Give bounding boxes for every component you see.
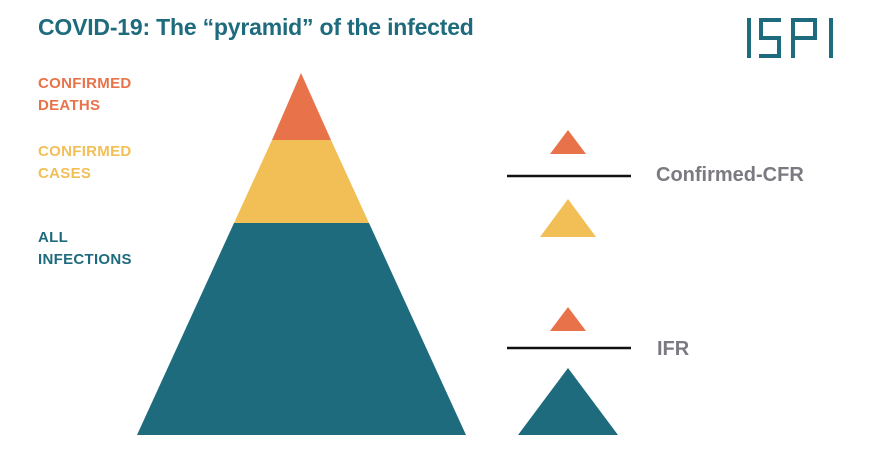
pyramid-layer-infections xyxy=(137,223,466,435)
label-confirmed-cases: CONFIRMED CASES xyxy=(38,141,132,185)
label-confirmed-deaths-line1: CONFIRMED xyxy=(38,75,132,92)
page-title: COVID-19: The “pyramid” of the infected xyxy=(38,14,474,40)
ifr-denominator-triangle xyxy=(518,368,618,435)
pyramid-layer-deaths xyxy=(272,73,331,140)
label-confirmed-cfr: Confirmed-CFR xyxy=(656,164,804,186)
label-all-infections-line1: ALL xyxy=(38,229,69,246)
label-confirmed-cases-line1: CONFIRMED xyxy=(38,143,132,160)
label-ifr: IFR xyxy=(657,338,690,360)
label-all-infections: ALL INFECTIONS xyxy=(38,227,132,271)
label-confirmed-deaths: CONFIRMED DEATHS xyxy=(38,73,132,117)
label-all-infections-line2: INFECTIONS xyxy=(38,251,132,268)
pyramid-layer-cases xyxy=(234,140,369,223)
cfr-denominator-triangle xyxy=(540,199,596,237)
ispi-logo xyxy=(747,18,833,58)
ifr-numerator-triangle xyxy=(550,307,586,331)
cfr-numerator-triangle xyxy=(550,130,586,154)
label-confirmed-deaths-line2: DEATHS xyxy=(38,97,101,114)
label-confirmed-cases-line2: CASES xyxy=(38,165,92,182)
